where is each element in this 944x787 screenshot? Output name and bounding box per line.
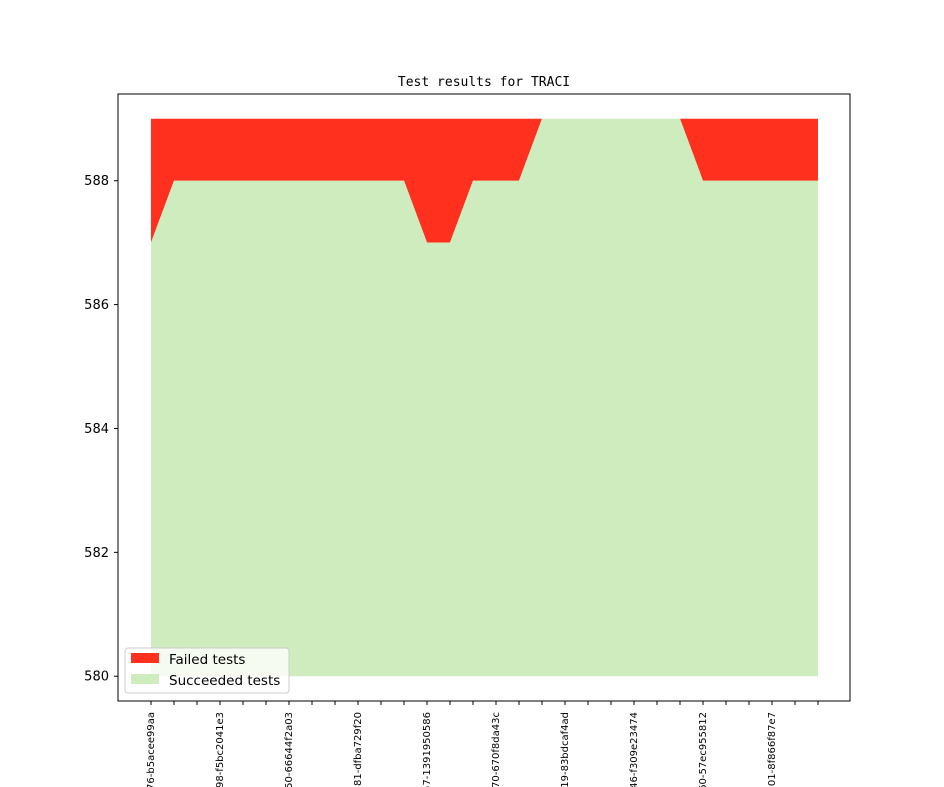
x-tick-label: 60-57ec955812 (698, 712, 709, 787)
y-tick-label: 582 (84, 546, 109, 561)
area-layer (151, 118, 818, 677)
legend-label-failed: Failed tests (169, 652, 245, 668)
legend-label-succeeded: Succeeded tests (169, 673, 280, 689)
x-tick-label: 70-670f8da43c (491, 712, 502, 787)
chart-title: Test results for TRACI (398, 75, 570, 90)
series-area-succeeded (151, 118, 818, 677)
series-area-failed (151, 118, 818, 243)
legend: Failed tests Succeeded tests (124, 647, 290, 694)
x-tick-label: 46-f309e23474 (629, 712, 640, 787)
x-tick-label: 19-83bdcaf4ad (560, 712, 571, 787)
x-axis: 76-b5acee99aa 98-f5bc2041e3 50-66644f2a03 8… (146, 701, 819, 787)
x-tick-label: 57-1391950586 (422, 712, 433, 787)
x-tick-label: 76-b5acee99aa (146, 712, 157, 787)
legend-box (124, 647, 290, 694)
legend-swatch-succeeded (131, 674, 159, 684)
axes-frame (117, 93, 851, 702)
y-tick-label: 580 (84, 670, 109, 685)
y-tick-label: 586 (84, 298, 109, 313)
y-tick-label: 584 (84, 422, 109, 437)
y-tick-label: 588 (84, 174, 109, 189)
x-tick-label: 98-f5bc2041e3 (215, 712, 226, 787)
y-axis: 580 582 584 586 588 (84, 174, 118, 685)
x-tick-label: 50-66644f2a03 (284, 712, 295, 787)
legend-swatch-failed (131, 653, 159, 663)
x-tick-label: 81-dfba729f20 (353, 712, 364, 786)
x-tick-label: 101-8f866f87e7 (767, 712, 778, 787)
